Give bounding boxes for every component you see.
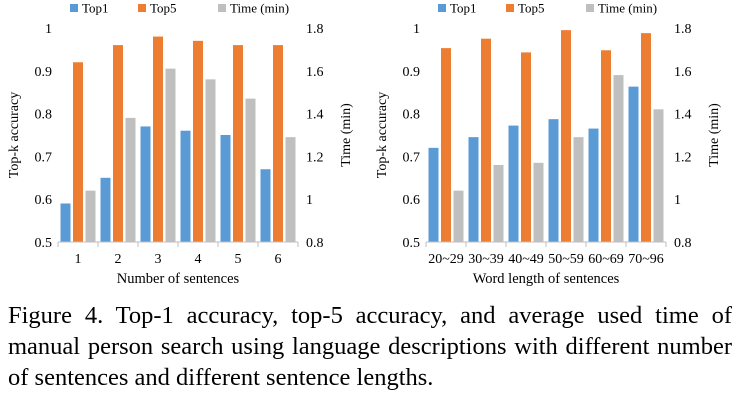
bar-top1-5: [628, 86, 639, 242]
bar-top1-1: [100, 177, 111, 242]
bar-top1-2: [508, 125, 519, 242]
x-tick-label: 60~69: [588, 252, 624, 267]
bar-top1-0: [428, 147, 439, 242]
y2-tick-label: 0.8: [674, 236, 692, 251]
x-tick-label: 4: [195, 252, 202, 267]
y2-tick-label: 1: [306, 193, 313, 208]
bar-top5-1: [113, 45, 123, 243]
x-tick-label: 3: [155, 252, 162, 267]
y-axis-title: Top-k accuracy: [375, 92, 390, 178]
bar-top1-5: [260, 169, 271, 242]
y-tick-label: 0.9: [403, 65, 421, 80]
bar-time-min--3: [573, 137, 584, 242]
bar-top5-0: [441, 48, 451, 243]
bar-top5-1: [481, 38, 491, 243]
y-tick-label: 0.8: [403, 108, 421, 123]
y2-tick-label: 1.4: [306, 108, 324, 123]
bar-top1-0: [60, 203, 71, 242]
x-axis-title: Number of sentences: [117, 271, 240, 287]
x-tick-label: 40~49: [508, 252, 544, 267]
bar-top5-4: [601, 50, 611, 243]
bar-top5-2: [153, 36, 163, 243]
legend-label-0: Top1: [450, 1, 477, 16]
legend-label-0: Top1: [82, 1, 109, 16]
bar-time-min--4: [245, 98, 256, 243]
bar-top5-3: [561, 30, 571, 242]
y2-tick-label: 1.6: [674, 65, 692, 80]
y2-axis-title: Time (min): [339, 103, 354, 167]
bar-top1-4: [220, 135, 231, 242]
y-tick-label: 0.5: [35, 236, 53, 251]
legend-swatch-1: [506, 4, 514, 12]
chart-number-of-sentences: Top1 Top5 Time (min) 0.5 0.6 0.7 0.8 0.9 1 0.8 1 1.…: [0, 0, 368, 296]
bar-top5-0: [73, 62, 83, 242]
y-tick-label: 0.7: [403, 150, 421, 165]
y2-tick-label: 0.8: [306, 236, 324, 251]
bar-top5-2: [521, 52, 531, 243]
legend-swatch-0: [70, 4, 78, 12]
y2-axis-title: Time (min): [707, 103, 722, 167]
bar-top5-5: [273, 45, 283, 243]
bar-time-min--1: [493, 164, 504, 242]
y2-tick-label: 1.2: [306, 150, 324, 165]
bar-top1-2: [140, 126, 151, 242]
x-tick-label: 20~29: [428, 252, 464, 267]
y2-tick-label: 1.2: [674, 150, 692, 165]
y-tick-label: 0.5: [403, 236, 421, 251]
bar-top1-4: [588, 128, 599, 242]
bar-time-min--1: [125, 117, 136, 242]
bar-time-min--0: [85, 190, 96, 242]
bar-time-min--0: [453, 190, 464, 242]
legend-label-1: Top5: [518, 1, 545, 16]
bar-top5-4: [233, 45, 243, 243]
bar-time-min--5: [653, 109, 664, 242]
y-tick-label: 1: [413, 22, 420, 37]
y-tick-label: 0.8: [35, 108, 53, 123]
x-tick-label: 30~39: [468, 252, 504, 267]
bar-time-min--5: [285, 137, 296, 242]
bar-top1-1: [468, 137, 479, 242]
legend-swatch-0: [438, 4, 446, 12]
y2-tick-label: 1.8: [674, 22, 692, 37]
legend-label-2: Time (min): [230, 1, 289, 16]
y2-tick-label: 1.6: [306, 65, 324, 80]
x-tick-label: 1: [75, 252, 82, 267]
figure-caption: Figure 4. Top-1 accuracy, top-5 accuracy…: [8, 302, 732, 391]
bar-top5-3: [193, 40, 203, 243]
x-tick-label: 6: [275, 252, 282, 267]
chart-right-svg: Top1 Top5 Time (min) 0.5 0.6 0.7 0.8 0.9 1 0.8 1 1.…: [375, 1, 722, 288]
y-tick-label: 0.6: [403, 193, 421, 208]
bar-top1-3: [548, 119, 559, 242]
x-axis-title: Word length of sentences: [473, 271, 620, 287]
bar-time-min--4: [613, 75, 624, 242]
y2-tick-label: 1.4: [674, 108, 692, 123]
bar-time-min--2: [165, 68, 176, 242]
chart-word-length: Top1 Top5 Time (min) 0.5 0.6 0.7 0.8 0.9 1 0.8 1 1.…: [368, 0, 736, 296]
bar-time-min--2: [533, 162, 544, 242]
chart-left-svg: Top1 Top5 Time (min) 0.5 0.6 0.7 0.8 0.9 1 0.8 1 1.…: [7, 1, 354, 288]
x-tick-label: 70~96: [628, 252, 664, 267]
y-tick-label: 0.9: [35, 65, 53, 80]
legend-swatch-2: [218, 4, 226, 12]
bar-top5-5: [641, 33, 651, 242]
y-tick-label: 0.6: [35, 193, 53, 208]
legend-label-1: Top5: [150, 1, 177, 16]
y-axis-title: Top-k accuracy: [7, 92, 22, 178]
y2-tick-label: 1.8: [306, 22, 324, 37]
bar-top1-3: [180, 130, 191, 242]
legend-label-2: Time (min): [598, 1, 657, 16]
bar-time-min--3: [205, 79, 216, 242]
legend-swatch-1: [138, 4, 146, 12]
x-tick-label: 2: [115, 252, 122, 267]
y-tick-label: 1: [45, 22, 52, 37]
y-tick-label: 0.7: [35, 150, 53, 165]
x-tick-label: 5: [235, 252, 242, 267]
y2-tick-label: 1: [674, 193, 681, 208]
x-tick-label: 50~59: [548, 252, 584, 267]
legend-swatch-2: [586, 4, 594, 12]
